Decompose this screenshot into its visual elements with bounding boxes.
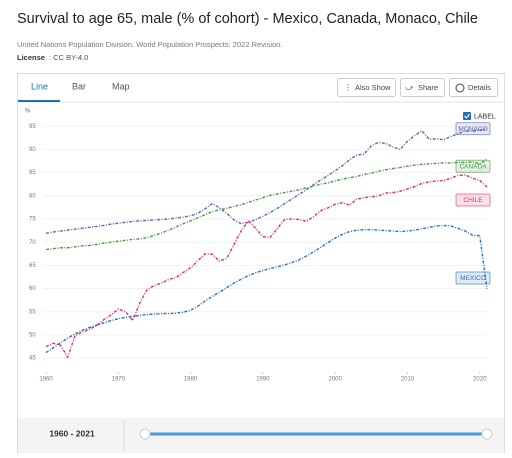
y-tick-label: 80	[29, 193, 36, 199]
range-label: 1960 - 2021	[49, 428, 95, 438]
series-label: CANADA	[459, 163, 487, 170]
y-axis-label: %	[25, 109, 31, 115]
checkmark	[464, 113, 470, 119]
y-tick-label: 50	[29, 332, 36, 338]
series-label-box	[455, 193, 491, 207]
button[interactable]	[400, 78, 445, 97]
x-tick-label: 1960	[39, 377, 53, 383]
y-tick-label: 70	[29, 240, 36, 246]
series-label-box	[455, 122, 491, 136]
x-tick-label: 1990	[256, 377, 270, 383]
button[interactable]	[337, 78, 396, 97]
y-tick-label: 55	[29, 309, 36, 315]
button-icon: ⤻	[405, 83, 414, 92]
source: United Nations Population Division. Worl…	[17, 40, 282, 49]
checkbox[interactable]	[463, 112, 471, 120]
tab[interactable]: Bar	[72, 81, 86, 91]
x-tick-label: 2010	[401, 377, 415, 383]
button-label: Also Show	[355, 83, 391, 92]
series-label: MEXICO	[460, 275, 486, 282]
series-line	[45, 174, 488, 359]
button-label: Share	[418, 83, 438, 92]
y-tick-label: 60	[29, 286, 36, 292]
button-icon	[455, 83, 465, 93]
y-tick-label: 65	[29, 263, 36, 269]
y-tick-label: 45	[29, 356, 36, 362]
series-label-box	[455, 159, 491, 173]
series-line	[45, 127, 488, 235]
y-tick-label: 75	[29, 217, 36, 223]
y-tick-label: 95	[29, 124, 36, 130]
series-line	[45, 158, 488, 251]
tab[interactable]: Line	[31, 81, 48, 91]
x-tick-label: 2000	[329, 377, 343, 383]
title: Survival to age 65, male (% of cohort) -…	[17, 11, 478, 27]
legend-toggle: LABEL	[474, 113, 496, 120]
tab[interactable]: Map	[112, 81, 130, 91]
button-icon: ⋮	[344, 83, 352, 92]
series-line	[45, 224, 488, 354]
series-label: CHILE	[463, 197, 483, 204]
button-label: Details	[468, 83, 491, 92]
x-tick-label: 1980	[184, 377, 198, 383]
series-label-box	[455, 271, 491, 285]
y-tick-label: 85	[29, 170, 36, 176]
series-label: MONACO	[458, 126, 487, 133]
x-tick-label: 2020	[473, 377, 487, 383]
x-tick-label: 1970	[112, 377, 126, 383]
range-handle[interactable]	[481, 428, 493, 440]
license: : CC BY-4.0	[49, 53, 88, 62]
card	[17, 73, 505, 453]
license-label: License	[17, 53, 45, 62]
range-handle[interactable]	[139, 428, 151, 440]
y-tick-label: 90	[29, 147, 36, 153]
